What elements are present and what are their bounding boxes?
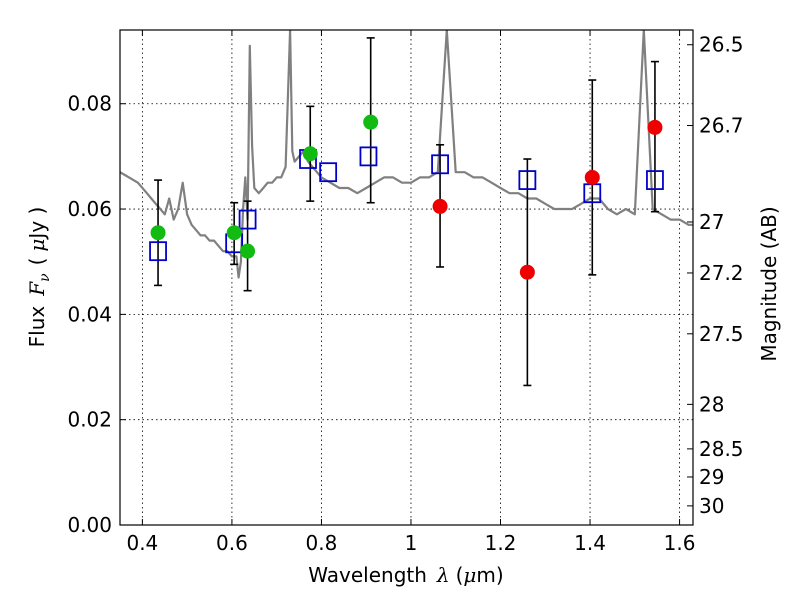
right-tick-label: 26.7 (699, 114, 744, 138)
y-tick-label: 0.00 (67, 513, 112, 537)
observed-point-green (226, 225, 242, 241)
model-point-square (238, 209, 257, 230)
right-tick-label: 28 (699, 392, 724, 416)
x-axis-title: Wavelength λ (μm) (308, 563, 503, 587)
y-tick-label: 0.08 (67, 92, 112, 116)
y-tick-label: 0.02 (67, 408, 112, 432)
right-tick-label: 27.5 (699, 322, 744, 346)
model-points (149, 146, 664, 262)
right-tick-label: 29 (699, 465, 724, 489)
x-tick-label: 1.4 (574, 531, 606, 555)
right-tick-label: 30 (699, 494, 724, 518)
observed-point-red (432, 198, 448, 214)
axis-ticks (120, 30, 693, 526)
observed-point-red (584, 169, 600, 185)
observed-point-red (647, 119, 663, 135)
observed-point-green (240, 243, 256, 259)
y-tick-label: 0.04 (67, 302, 112, 326)
model-point-square (431, 154, 449, 175)
right-tick-label: 26.5 (699, 33, 744, 57)
right-axis-title: Magnitude (AB) (757, 206, 781, 361)
model-point-square (646, 170, 664, 190)
model-point-square (319, 162, 338, 183)
observed-point-green (302, 146, 318, 162)
y-tick-label: 0.06 (67, 197, 112, 221)
x-tick-label: 1.2 (485, 531, 517, 555)
observed-point-green (150, 225, 166, 241)
x-tick-label: 0.6 (216, 531, 248, 555)
error-bars (154, 37, 659, 387)
model-point-square (149, 241, 167, 262)
right-tick-label: 28.5 (699, 437, 744, 461)
right-tick-labels: 26.5 26.7 27 27.2 27.5 28 28.5 29 30 (699, 33, 744, 518)
observed-point-green (363, 114, 379, 130)
grid (120, 30, 693, 525)
observed-point-red (519, 264, 535, 280)
y-tick-labels: 0.00 0.02 0.04 0.06 0.08 (67, 92, 112, 537)
right-tick-label: 27.2 (699, 261, 744, 285)
y-axis-title: FluxFν(μJy ) (25, 207, 53, 348)
model-point-square (518, 170, 537, 190)
x-tick-label: 1.6 (664, 531, 696, 555)
x-tick-label: 0.4 (126, 531, 158, 555)
plot-frame (119, 29, 694, 526)
x-tick-label: 1 (405, 531, 418, 555)
model-point-square (359, 146, 378, 167)
x-tick-labels: 0.4 0.6 0.8 1 1.2 1.4 1.6 (126, 531, 695, 555)
x-tick-label: 0.8 (306, 531, 338, 555)
right-tick-label: 27 (699, 210, 724, 234)
observed-points (150, 114, 663, 280)
